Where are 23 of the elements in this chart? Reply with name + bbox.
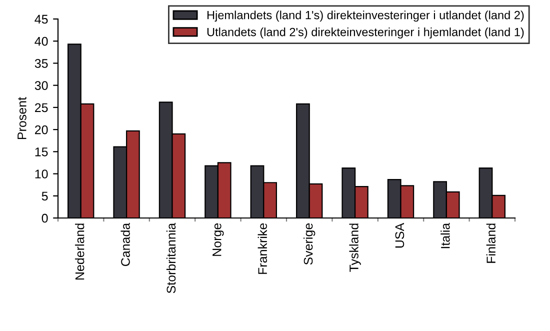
x-tick-label: Canada <box>120 222 130 266</box>
x-tick-label: Italia <box>440 222 450 248</box>
legend-label: Utlandets (land 2's) direkteinvesteringer i hjemlandet (land 1) <box>207 28 524 39</box>
x-tick-label: USA <box>395 222 404 248</box>
x-tick-label: Norge <box>212 223 224 256</box>
y-tick-label: 45 <box>34 14 48 24</box>
y-tick-label: 30 <box>34 81 48 90</box>
y-tick-label: 40 <box>34 36 48 46</box>
x-tick-label: Finland <box>486 224 496 263</box>
x-tick-label: Tyskland <box>349 224 361 272</box>
y-tick-label: 0 <box>42 214 48 223</box>
x-tick-label: Storbritannia <box>166 222 176 294</box>
y-tick-label: 25 <box>35 103 48 112</box>
y-tick-label: 35 <box>34 59 48 68</box>
y-tick-label: 20 <box>35 125 48 134</box>
y-tick-label: 10 <box>35 170 48 178</box>
x-tick-label: Frankrike <box>258 223 268 274</box>
y-tick-label: 15 <box>35 148 48 156</box>
legend-label: Hjemlandets (land 1's) direkteinvesteringer i utlandet (land 2) <box>207 10 524 22</box>
y-axis-title: Prosent <box>18 97 26 140</box>
x-tick-label: Nederland <box>75 224 84 280</box>
x-tick-label: Sverige <box>304 223 316 265</box>
y-tick-label: 5 <box>42 192 48 201</box>
